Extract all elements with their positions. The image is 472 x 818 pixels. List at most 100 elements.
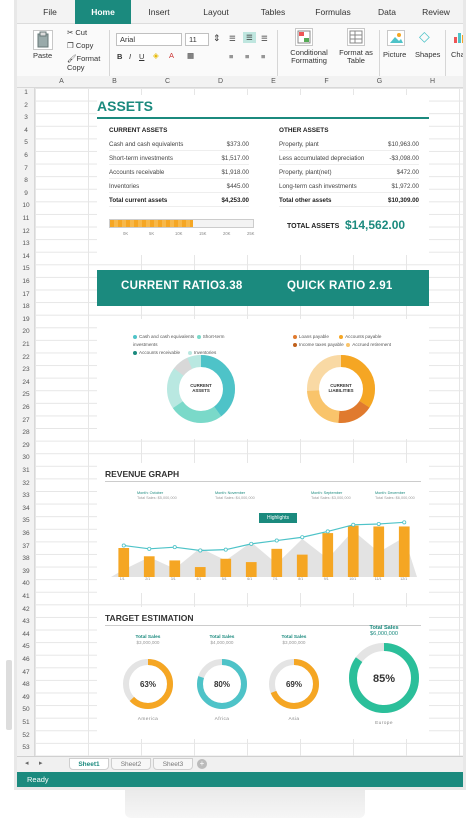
row-header[interactable]: 21 — [22, 341, 30, 348]
format-table-label[interactable]: Format as Table — [339, 48, 373, 65]
font-size-select[interactable]: 11 — [185, 33, 209, 46]
row-header[interactable]: 32 — [22, 479, 30, 487]
picture-label[interactable]: Picture — [383, 50, 407, 59]
align-center-icon[interactable]: ☰ — [243, 32, 256, 43]
column-header[interactable]: F — [324, 78, 329, 85]
row-header[interactable]: 35 — [22, 517, 30, 525]
row-header[interactable]: 19 — [22, 315, 30, 323]
row-header[interactable]: 30 — [22, 454, 30, 462]
row-header[interactable]: 31 — [22, 467, 30, 474]
row-header[interactable]: 50 — [22, 706, 30, 714]
sheet-tab[interactable]: Sheet2 — [111, 758, 151, 770]
row-header[interactable]: 13 — [22, 240, 30, 248]
tab-file[interactable]: File — [43, 7, 57, 17]
row-header[interactable]: 20 — [22, 328, 30, 336]
row-header[interactable]: 12 — [22, 227, 30, 235]
italic-icon[interactable]: I — [129, 52, 132, 61]
tab-data[interactable]: Data — [378, 7, 396, 17]
row-header[interactable]: 46 — [22, 656, 30, 663]
bold-icon[interactable]: B — [117, 52, 123, 61]
row-header[interactable]: 49 — [22, 693, 30, 701]
row-header[interactable]: 28 — [22, 429, 30, 437]
row-header[interactable]: 39 — [22, 567, 30, 575]
shapes-icon[interactable]: ◇ — [419, 28, 430, 44]
cut-button[interactable]: ✂ Cut — [67, 28, 87, 37]
underline-icon[interactable]: U — [139, 52, 145, 61]
row-header[interactable]: 10 — [22, 202, 30, 210]
row-header[interactable]: 7 — [24, 164, 28, 172]
tab-layout[interactable]: Layout — [203, 7, 229, 17]
column-header[interactable]: E — [271, 78, 276, 85]
row-header[interactable]: 16 — [22, 278, 30, 285]
charts-label[interactable]: Charts — [451, 50, 465, 59]
column-header[interactable]: G — [376, 78, 383, 85]
align-bottom-icon[interactable]: ≡ — [261, 52, 266, 61]
tab-insert[interactable]: Insert — [148, 7, 170, 17]
scroll-left-icon[interactable]: ◂ — [25, 760, 29, 767]
scroll-right-icon[interactable]: ▸ — [39, 760, 43, 767]
conditional-formatting-label[interactable]: Conditional Formatting — [290, 48, 328, 65]
column-header[interactable]: B — [112, 78, 117, 85]
shapes-label[interactable]: Shapes — [415, 50, 441, 59]
row-header[interactable]: 3 — [24, 114, 28, 122]
row-header[interactable]: 38 — [22, 555, 30, 563]
row-header[interactable]: 37 — [22, 542, 30, 550]
align-right-icon[interactable]: ☰ — [261, 34, 268, 43]
column-header[interactable]: A — [59, 78, 64, 85]
row-header[interactable]: 5 — [24, 139, 28, 147]
row-header[interactable]: 9 — [24, 189, 28, 197]
row-header[interactable]: 43 — [22, 618, 30, 626]
tab-tables[interactable]: Tables — [260, 7, 286, 17]
row-header[interactable]: 42 — [22, 605, 30, 613]
column-header[interactable]: C — [164, 78, 171, 85]
row-header[interactable]: 17 — [22, 290, 30, 298]
add-sheet-icon[interactable]: + — [197, 759, 207, 769]
column-header[interactable]: D — [217, 78, 224, 85]
row-header[interactable]: 18 — [22, 303, 30, 311]
row-header[interactable]: 4 — [24, 126, 28, 134]
row-header[interactable]: 33 — [22, 492, 30, 500]
tab-home[interactable]: Home — [75, 0, 131, 24]
row-header[interactable]: 45 — [22, 643, 30, 651]
row-header[interactable]: 15 — [22, 265, 30, 273]
row-header[interactable]: 26 — [22, 404, 30, 411]
charts-icon[interactable] — [453, 30, 463, 46]
row-header[interactable]: 27 — [22, 416, 30, 424]
row-header[interactable]: 44 — [22, 630, 30, 638]
row-header[interactable]: 41 — [22, 593, 30, 600]
font-color-icon[interactable]: A — [169, 51, 175, 60]
row-header[interactable]: 47 — [22, 668, 30, 676]
row-header[interactable]: 14 — [22, 252, 30, 260]
row-header[interactable]: 25 — [22, 391, 30, 399]
borders-icon[interactable]: ▦ — [187, 51, 195, 60]
paste-label[interactable]: Paste — [33, 51, 53, 60]
row-header[interactable]: 53 — [22, 744, 30, 752]
column-header[interactable]: H — [429, 78, 436, 85]
row-header[interactable]: 22 — [22, 353, 30, 361]
row-header[interactable]: 52 — [22, 731, 30, 739]
fill-color-icon[interactable]: ◈ — [153, 51, 159, 60]
tab-review[interactable]: Review — [422, 7, 450, 17]
tab-formulas[interactable]: Formulas — [315, 7, 351, 17]
copy-button[interactable]: ❐ Copy — [67, 41, 93, 50]
row-header[interactable]: 48 — [22, 681, 30, 689]
row-header[interactable]: 36 — [22, 530, 30, 537]
align-left-icon[interactable]: ☰ — [229, 34, 236, 43]
row-header[interactable]: 23 — [22, 366, 30, 374]
paste-icon[interactable] — [33, 30, 53, 50]
sheet-tab[interactable]: Sheet3 — [153, 758, 193, 770]
highlights-badge[interactable]: Highlights — [259, 513, 297, 523]
row-header[interactable]: 6 — [24, 152, 28, 159]
row-header[interactable]: 1 — [24, 89, 28, 96]
row-header[interactable]: 34 — [22, 504, 30, 512]
picture-icon[interactable] — [387, 30, 405, 46]
sheet-tab[interactable]: Sheet1 — [69, 758, 109, 770]
row-header[interactable]: 2 — [24, 101, 28, 109]
align-middle-icon[interactable]: ≡ — [245, 52, 250, 61]
format-table-icon[interactable] — [347, 28, 365, 46]
row-header[interactable]: 8 — [24, 177, 28, 185]
format-copy-button[interactable]: 🖌Format Copy — [67, 54, 103, 72]
row-header[interactable]: 11 — [22, 215, 30, 222]
row-header[interactable]: 24 — [22, 378, 30, 386]
row-header[interactable]: 51 — [22, 719, 30, 726]
